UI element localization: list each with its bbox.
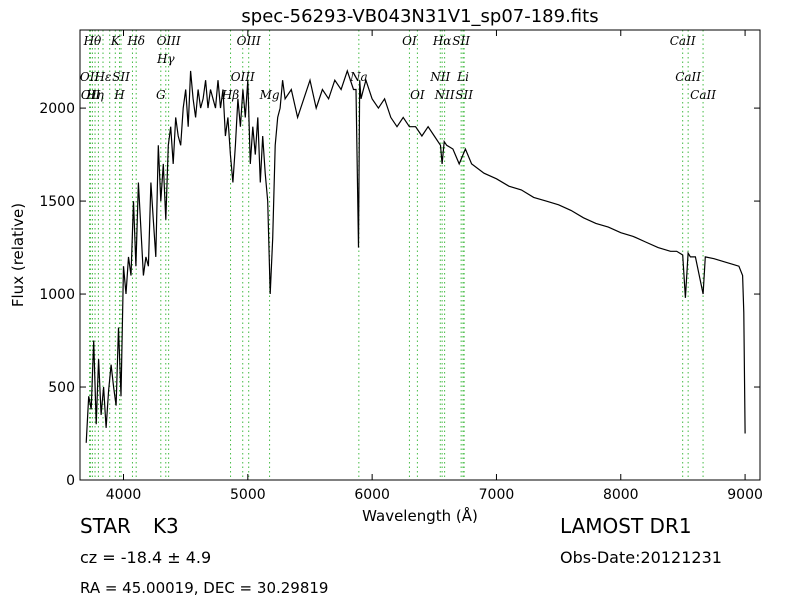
object-class: STAR K3 — [80, 514, 179, 538]
subclass-label: K3 — [152, 514, 179, 538]
obs-date-text: Obs-Date:20121231 — [560, 548, 722, 567]
x-axis-label: Wavelength (Å) — [362, 506, 478, 525]
y-tick-label: 1500 — [39, 194, 75, 210]
spectral-line-label: OII — [81, 88, 101, 102]
spectral-line-label: OII — [80, 70, 100, 84]
spectral-line-label: Hθ — [83, 34, 102, 48]
x-tick-label: 9000 — [727, 487, 763, 503]
y-axis-ticks: 0 500 1000 1500 2000 — [39, 101, 760, 489]
y-tick-label: 500 — [48, 380, 75, 396]
spectral-line-label: Hβ — [221, 88, 239, 102]
spectral-line-label: SII — [452, 34, 470, 48]
spectral-line-label: Hα — [432, 34, 452, 48]
spectral-line-label: Hη — [85, 88, 104, 102]
y-tick-label: 1000 — [39, 287, 75, 303]
class-label: STAR — [80, 514, 131, 538]
spectrum-line — [85, 69, 746, 443]
x-tick-label: 5000 — [230, 487, 266, 503]
spectral-line-label: Na — [349, 70, 368, 84]
y-tick-label: 0 — [66, 473, 75, 489]
spectral-line-label: G — [156, 88, 166, 102]
spectral-line-label: SII — [455, 88, 473, 102]
spectral-line-label: Mg — [259, 88, 280, 102]
spectral-line-label: Hε — [94, 70, 112, 84]
spectral-line-label: CaII — [690, 88, 716, 102]
x-tick-label: 7000 — [479, 487, 515, 503]
x-tick-label: 8000 — [603, 487, 639, 503]
spectral-line-label: H — [113, 88, 125, 102]
spectral-line-label: OIII — [237, 34, 261, 48]
spectral-line-label: NII — [434, 88, 455, 102]
spectral-line-label: OIII — [231, 70, 255, 84]
spectral-line-label: CaII — [675, 70, 701, 84]
spectral-line-label: K — [110, 34, 121, 48]
plot-frame — [79, 29, 761, 481]
x-tick-label: 4000 — [106, 487, 142, 503]
spectral-line-label: NII — [429, 70, 450, 84]
coordinates-text: RA = 45.00019, DEC = 30.29819 — [80, 579, 329, 597]
spectral-line-label: Hγ — [156, 52, 175, 66]
spectral-line-label: SII — [112, 70, 130, 84]
spectral-line-label: CaII — [670, 34, 696, 48]
y-tick-label: 2000 — [39, 101, 75, 117]
x-axis-ticks: 4000 5000 6000 7000 8000 9000 — [106, 30, 763, 503]
survey-label: LAMOST DR1 — [560, 514, 692, 538]
spectral-line-label: OI — [410, 88, 425, 102]
spectral-line-markers — [89, 30, 704, 480]
spectral-line-label: OIII — [157, 34, 181, 48]
spectral-line-label: Li — [456, 70, 469, 84]
spectral-line-label: OI — [402, 34, 417, 48]
spectral-line-labels: OII OII Hθ Hη Hε K H SII Hδ G Hγ OIII Hβ OIII OIII Mg Na… — [80, 34, 716, 102]
redshift-text: cz = -18.4 ± 4.9 — [80, 548, 212, 567]
x-tick-label: 6000 — [354, 487, 390, 503]
chart-title: spec-56293-VB043N31V1_sp07-189.fits — [241, 6, 598, 27]
y-axis-label: Flux (relative) — [9, 203, 27, 307]
spectral-line-label: Hδ — [126, 34, 145, 48]
